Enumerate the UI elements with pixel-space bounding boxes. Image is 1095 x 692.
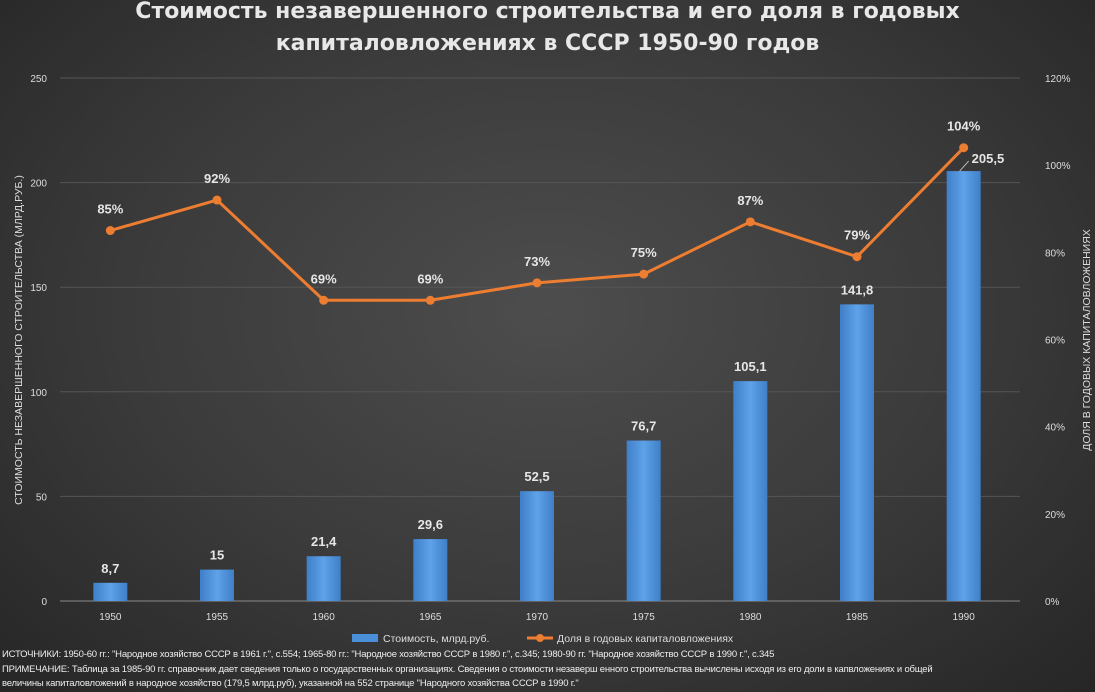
note-text: ПРИМЕЧАНИЕ: Таблица за 1985-90 гг. справ… xyxy=(2,664,933,675)
note-text-2: величины капиталовложений в народное хоз… xyxy=(2,678,579,689)
line-point xyxy=(319,295,329,305)
legend-label: Доля в годовых капиталовложениях xyxy=(557,633,734,645)
y-right-tick-label: 20% xyxy=(1045,510,1065,521)
x-tick-label: 1965 xyxy=(419,612,442,623)
x-tick-label: 1975 xyxy=(633,612,656,623)
y-tick-label: 200 xyxy=(30,179,47,190)
bar xyxy=(840,304,874,601)
line-point xyxy=(105,226,115,236)
line-point xyxy=(959,143,969,153)
line-point xyxy=(532,278,542,288)
x-tick-label: 1985 xyxy=(846,612,869,623)
y-right-tick-label: 120% xyxy=(1045,74,1071,85)
bar xyxy=(946,171,981,601)
line-series xyxy=(109,146,965,302)
bar-data-label: 141,8 xyxy=(841,282,874,297)
line-point xyxy=(639,269,649,279)
y-tick-label: 100 xyxy=(30,388,47,399)
bar xyxy=(306,556,341,601)
bar-data-label: 29,6 xyxy=(418,517,443,532)
line-point xyxy=(852,252,862,262)
chart-title: Стоимость незавершенного строительства и… xyxy=(0,0,1095,60)
line-point xyxy=(745,217,755,227)
bar xyxy=(626,440,661,601)
x-tick-label: 1990 xyxy=(953,612,976,623)
bar xyxy=(733,381,768,601)
y-right-axis-label: ДОЛЯ В ГОДОВЫХ КАПИТАЛОВЛОЖЕНИЯХ xyxy=(1081,229,1093,451)
y-tick-label: 50 xyxy=(36,492,48,503)
x-tick-label: 1970 xyxy=(526,612,549,623)
x-tick-label: 1955 xyxy=(206,612,229,623)
y-tick-label: 150 xyxy=(30,283,47,294)
bar xyxy=(200,569,234,601)
y-tick-label: 0 xyxy=(41,597,47,608)
bar-data-label: 8,7 xyxy=(101,561,119,576)
leader-line xyxy=(959,160,970,172)
x-tick-label: 1980 xyxy=(739,612,762,623)
y-right-tick-label: 60% xyxy=(1045,336,1065,347)
line-data-label: 85% xyxy=(97,202,123,217)
line-data-label: 79% xyxy=(844,228,870,243)
y-right-tick-label: 100% xyxy=(1045,161,1071,172)
line-data-label: 104% xyxy=(947,119,981,134)
title-line: Стоимость незавершенного строительства и… xyxy=(135,0,960,24)
bar-data-label: 76,7 xyxy=(631,419,656,434)
bar xyxy=(93,582,128,601)
line-data-label: 87% xyxy=(737,193,763,208)
x-tick-label: 1960 xyxy=(313,612,336,623)
bar-data-label: 105,1 xyxy=(734,359,767,374)
title-line: капиталовложениях в СССР 1950-90 годов xyxy=(275,31,820,56)
line-point xyxy=(425,295,435,305)
line-data-label: 73% xyxy=(524,254,550,269)
y-right-tick-label: 40% xyxy=(1045,423,1065,434)
bar xyxy=(413,539,448,601)
line-data-label: 69% xyxy=(417,271,443,286)
line-data-label: 92% xyxy=(204,171,230,186)
bar-data-label: 15 xyxy=(210,548,224,563)
y-right-tick-label: 80% xyxy=(1045,248,1065,259)
bar-data-label: 21,4 xyxy=(311,534,337,549)
y-tick-label: 250 xyxy=(30,74,47,85)
y-right-tick-label: 0% xyxy=(1045,597,1060,608)
legend-marker xyxy=(536,634,544,642)
legend-label: Стоимость, млрд.руб. xyxy=(383,633,489,645)
line-data-label: 75% xyxy=(631,245,657,260)
bar-data-label: 205,5 xyxy=(972,151,1005,166)
line-data-label: 69% xyxy=(311,271,337,286)
bar xyxy=(520,491,554,601)
y-axis-label: СТОИМОСТЬ НЕЗАВЕРШЕННОГО СТРОИТЕЛЬСТВА (… xyxy=(13,175,25,505)
sources-text: ИСТОЧНИКИ: 1950-60 гг.: "Народное хозяйс… xyxy=(2,649,775,660)
legend-swatch-bars xyxy=(352,634,378,642)
line-point xyxy=(212,195,222,205)
bar-data-label: 52,5 xyxy=(524,469,549,484)
x-tick-label: 1950 xyxy=(99,612,122,623)
